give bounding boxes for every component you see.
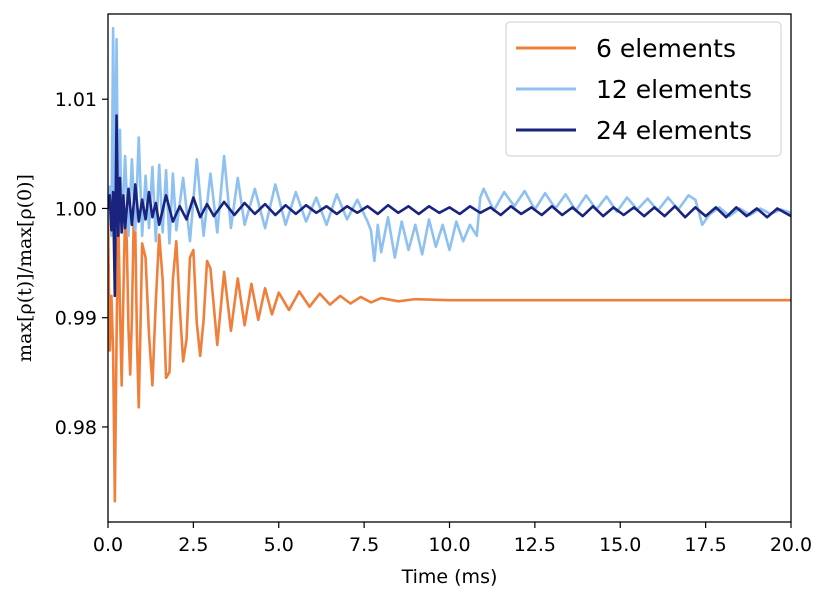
series-line-1 xyxy=(108,211,791,503)
y-tick-label: 0.98 xyxy=(55,417,97,439)
x-tick-label: 5.0 xyxy=(264,534,294,556)
x-tick-label: 15.0 xyxy=(599,534,641,556)
legend-label: 24 elements xyxy=(596,116,752,145)
x-tick-label: 20.0 xyxy=(770,534,812,556)
legend: 6 elements 12 elements 24 elements xyxy=(505,21,782,157)
y-tick-label: 1.00 xyxy=(55,198,97,220)
x-axis-label: Time (ms) xyxy=(401,566,498,588)
legend-label: 12 elements xyxy=(596,75,752,104)
legend-label: 6 elements xyxy=(596,34,736,63)
y-axis-label: max[ρ(t)]/max[ρ(0)] xyxy=(14,174,36,362)
x-tick-label: 0.0 xyxy=(93,534,123,556)
y-tick-label: 0.99 xyxy=(55,308,97,330)
x-axis: 0.0 2.5 5.0 7.5 10.0 12.5 15.0 17.5 20.0 xyxy=(93,522,812,556)
series-line-3 xyxy=(108,114,791,298)
x-tick-label: 12.5 xyxy=(514,534,556,556)
y-axis: 0.98 0.99 1.00 1.01 xyxy=(55,89,108,439)
y-tick-label: 1.01 xyxy=(55,89,97,111)
x-tick-label: 7.5 xyxy=(349,534,379,556)
x-tick-label: 10.0 xyxy=(428,534,470,556)
x-tick-label: 2.5 xyxy=(178,534,208,556)
series-layer xyxy=(108,26,791,503)
legend-box xyxy=(505,21,782,157)
x-tick-label: 17.5 xyxy=(684,534,726,556)
